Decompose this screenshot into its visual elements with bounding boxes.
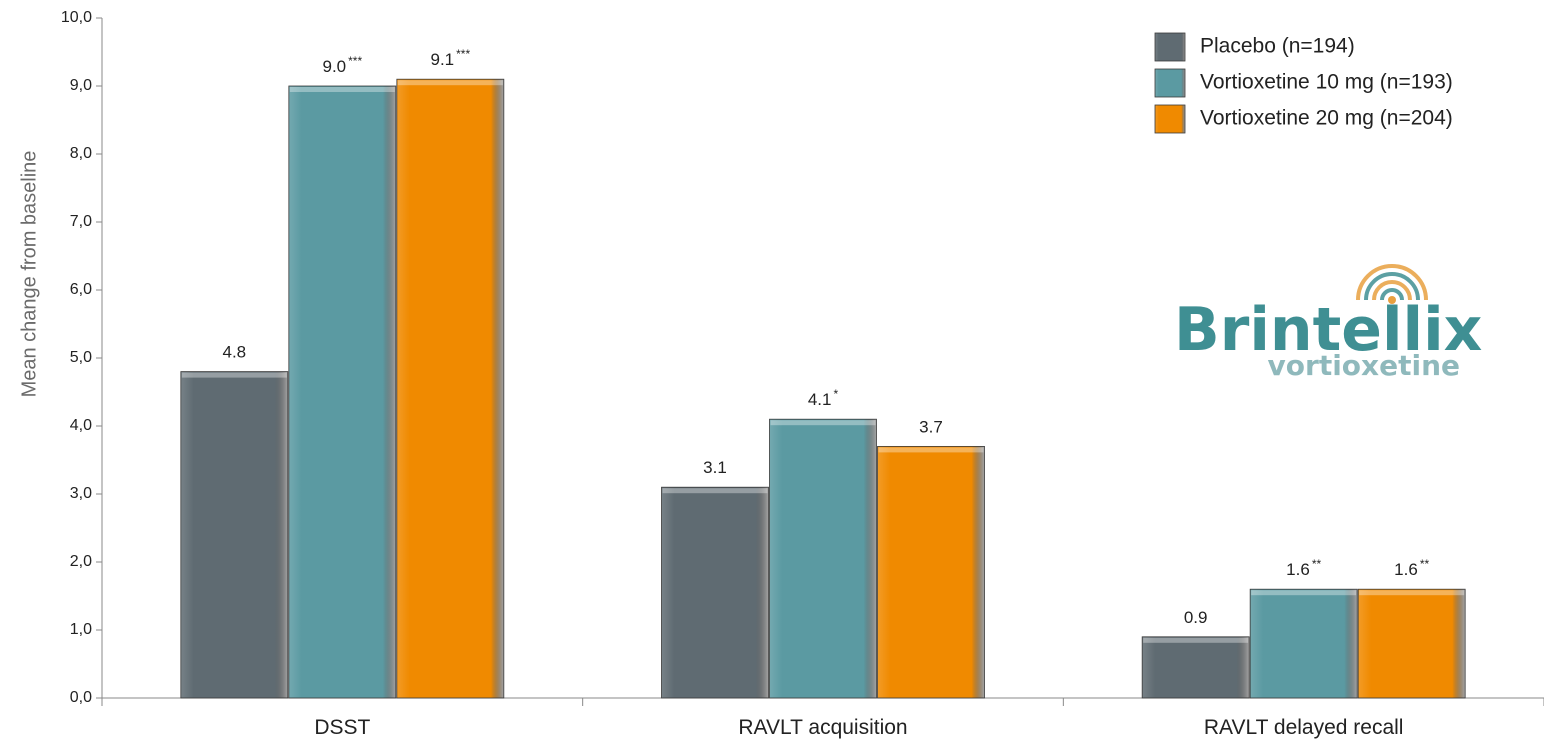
bar-placebo xyxy=(180,371,289,699)
legend-label: Vortioxetine 10 mg (n=193) xyxy=(1200,71,1453,94)
bar-highlight xyxy=(1251,590,1357,596)
bars xyxy=(180,78,1466,699)
bar-highlight xyxy=(1143,637,1249,643)
significance-marker: ** xyxy=(1420,557,1430,571)
significance-marker: * xyxy=(833,387,838,401)
bar-vortioxetine-10mg xyxy=(288,85,397,699)
logo-dot-icon xyxy=(1388,296,1396,304)
legend-label: Vortioxetine 20 mg (n=204) xyxy=(1200,107,1453,130)
significance-marker: ** xyxy=(1312,557,1322,571)
legend-item: Vortioxetine 20 mg (n=204) xyxy=(1154,104,1453,134)
y-tick-label: 6,0 xyxy=(70,281,92,298)
legend-item: Vortioxetine 10 mg (n=193) xyxy=(1154,68,1453,98)
y-tick-label: 7,0 xyxy=(70,213,92,230)
y-tick-label: 5,0 xyxy=(70,349,92,366)
bar-vortioxetine-20mg xyxy=(1357,588,1466,699)
legend-swatch xyxy=(1154,32,1186,62)
bar-highlight xyxy=(181,372,287,378)
value-labels: 4.8 9.0 *** 9.1 *** 3.1 4.1 * 3.7 0.9 1.6 ** 1.6 ** xyxy=(223,47,1430,627)
y-tick-label: 3,0 xyxy=(70,485,92,502)
bar-highlight xyxy=(662,488,768,494)
bar-highlight xyxy=(289,87,395,92)
y-axis-label: Mean change from baseline xyxy=(18,151,40,398)
y-tick-label: 8,0 xyxy=(70,145,92,162)
bar-highlight xyxy=(397,80,503,86)
y-tick-label: 10,0 xyxy=(61,9,92,26)
bar-vortioxetine-20mg xyxy=(877,445,985,699)
data-label: 4.8 xyxy=(223,343,247,362)
bar-vortioxetine-10mg xyxy=(1249,588,1358,699)
bar-placebo xyxy=(1141,636,1250,699)
data-label: 3.1 xyxy=(703,458,727,477)
y-tick-label: 9,0 xyxy=(70,77,92,94)
data-label: 9.0 *** xyxy=(323,54,363,76)
logo-arc-icon xyxy=(1372,280,1412,301)
logo-generic-text: vortioxetine xyxy=(1268,349,1460,382)
data-label: 3.7 xyxy=(919,417,943,436)
bar-vortioxetine-10mg xyxy=(769,418,877,699)
logo-brand-text: Brintellix xyxy=(1174,295,1482,365)
bar-highlight xyxy=(770,420,876,426)
logo-arc-icon xyxy=(1356,264,1428,301)
data-label: 9.1 *** xyxy=(431,47,471,69)
y-axis: 0,0 1,0 2,0 3,0 4,0 5,0 6,0 7,0 8,0 9,0 10,0 xyxy=(61,9,103,706)
legend-label: Placebo (n=194) xyxy=(1200,35,1355,58)
data-label: 4.1 * xyxy=(808,387,839,409)
bar-highlight xyxy=(878,447,984,453)
y-tick-label: 2,0 xyxy=(70,553,92,570)
y-tick-label: 1,0 xyxy=(70,621,92,638)
data-label: 0.9 xyxy=(1184,608,1208,627)
bar-vortioxetine-20mg xyxy=(396,78,505,699)
x-category-label: DSST xyxy=(314,716,370,739)
bar-placebo xyxy=(661,486,769,699)
legend-swatch xyxy=(1154,68,1186,98)
x-axis: DSST RAVLT acquisition RAVLT delayed recal… xyxy=(101,697,1544,739)
x-category-label: RAVLT delayed recall xyxy=(1204,716,1404,739)
data-label: 1.6 ** xyxy=(1286,557,1321,579)
y-tick-label: 0,0 xyxy=(70,689,92,706)
logo-arc-icon xyxy=(1380,288,1404,301)
legend-swatch xyxy=(1154,104,1186,134)
significance-marker: *** xyxy=(456,47,470,61)
x-category-label: RAVLT acquisition xyxy=(738,716,907,739)
significance-marker: *** xyxy=(348,54,362,68)
bar-highlight xyxy=(1359,590,1465,596)
legend-item: Placebo (n=194) xyxy=(1154,32,1355,62)
legend: Placebo (n=194) Vortioxetine 10 mg (n=193… xyxy=(1154,32,1453,134)
y-tick-label: 4,0 xyxy=(70,417,92,434)
data-label: 1.6 ** xyxy=(1394,557,1429,579)
logo-arc-icon xyxy=(1364,272,1420,301)
